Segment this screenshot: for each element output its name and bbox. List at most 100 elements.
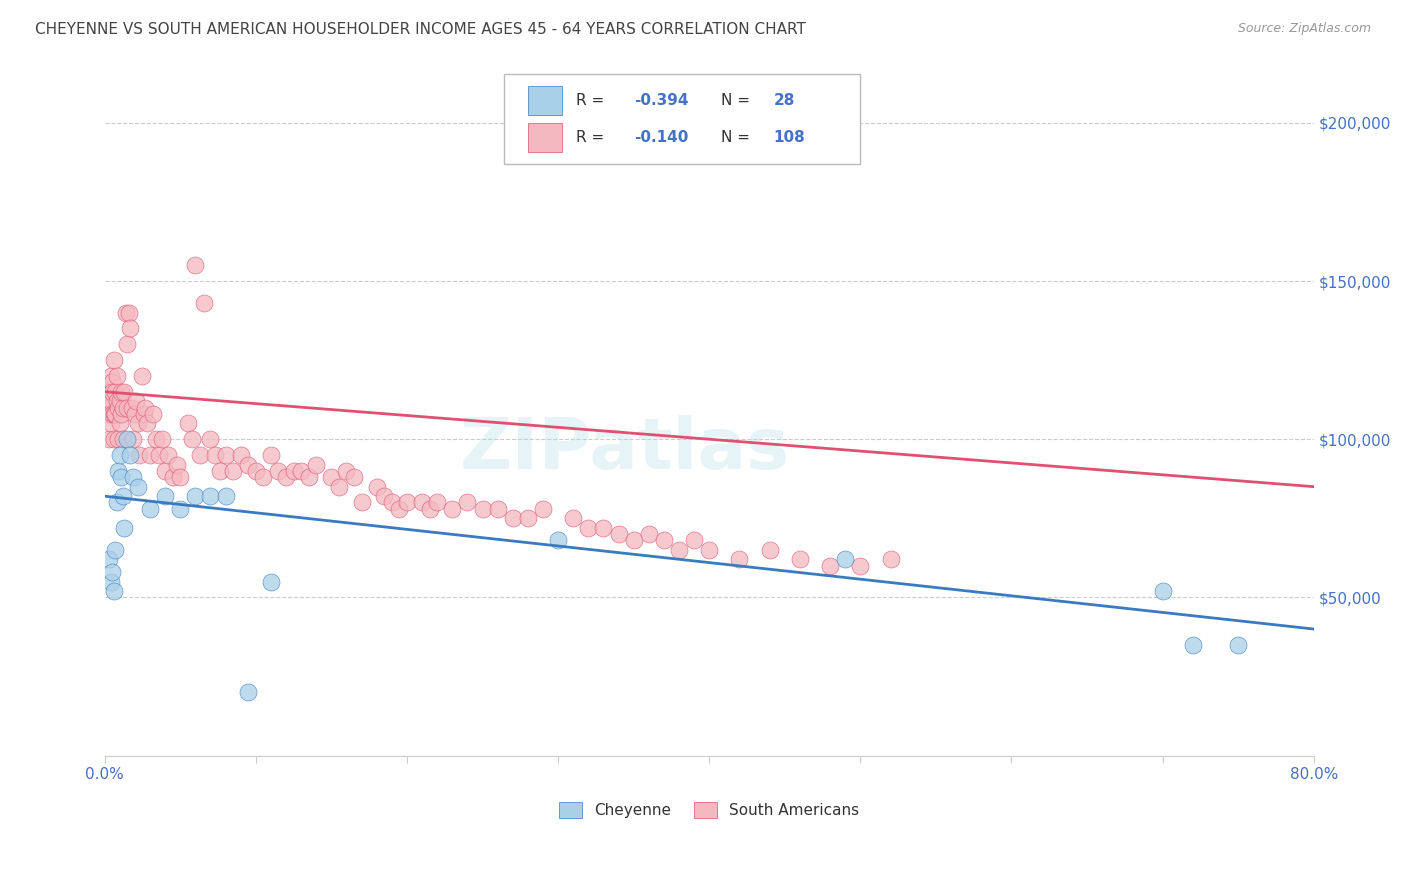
Point: [103, 353, 125, 368]
Point: [1152, 584, 1174, 599]
Point: [97, 407, 120, 421]
Text: 28: 28: [773, 93, 794, 108]
Point: [238, 458, 260, 472]
Point: [110, 407, 132, 421]
Point: [200, 432, 222, 446]
Point: [1181, 638, 1204, 652]
Point: [100, 394, 122, 409]
Point: [834, 552, 856, 566]
Point: [547, 533, 569, 548]
Text: 108: 108: [773, 129, 806, 145]
Point: [162, 470, 184, 484]
Point: [193, 296, 215, 310]
Point: [127, 480, 149, 494]
Point: [139, 448, 162, 462]
Point: [298, 470, 321, 484]
Point: [283, 464, 305, 478]
Text: R =: R =: [576, 129, 609, 145]
Point: [411, 495, 433, 509]
Legend: Cheyenne, South Americans: Cheyenne, South Americans: [553, 797, 866, 824]
Point: [111, 432, 134, 446]
Point: [153, 489, 176, 503]
Point: [107, 401, 129, 415]
Point: [1227, 638, 1250, 652]
Point: [96, 401, 118, 415]
Point: [98, 432, 121, 446]
Point: [683, 533, 706, 548]
Point: [200, 489, 222, 503]
Point: [652, 533, 675, 548]
Point: [184, 489, 207, 503]
Point: [104, 543, 127, 558]
Point: [107, 432, 129, 446]
Point: [441, 501, 464, 516]
Point: [131, 368, 153, 383]
Point: [343, 470, 366, 484]
Point: [121, 401, 143, 415]
Point: [181, 432, 204, 446]
Text: Source: ZipAtlas.com: Source: ZipAtlas.com: [1237, 22, 1371, 36]
Point: [350, 495, 373, 509]
Point: [112, 521, 135, 535]
Point: [456, 495, 478, 509]
Point: [260, 574, 283, 589]
Point: [153, 464, 176, 478]
Point: [516, 511, 538, 525]
Point: [592, 521, 614, 535]
Point: [104, 384, 127, 399]
Point: [101, 376, 124, 390]
Point: [623, 533, 645, 548]
Text: ZIPatlas: ZIPatlas: [460, 415, 790, 483]
Point: [110, 470, 132, 484]
Point: [177, 417, 200, 431]
Point: [107, 464, 129, 478]
Point: [818, 558, 841, 573]
Point: [101, 384, 124, 399]
Point: [100, 574, 122, 589]
Point: [108, 417, 131, 431]
Point: [114, 306, 136, 320]
Point: [395, 495, 418, 509]
Point: [321, 470, 343, 484]
Point: [108, 448, 131, 462]
Point: [166, 458, 188, 472]
Point: [139, 501, 162, 516]
Point: [120, 448, 142, 462]
Point: [105, 394, 128, 409]
Point: [697, 543, 720, 558]
Point: [104, 407, 127, 421]
Point: [214, 489, 236, 503]
FancyBboxPatch shape: [527, 86, 562, 115]
Point: [127, 417, 149, 431]
Point: [169, 501, 191, 516]
Point: [849, 558, 872, 573]
Point: [204, 448, 226, 462]
Text: R =: R =: [576, 93, 609, 108]
Point: [122, 432, 145, 446]
Point: [150, 432, 173, 446]
Text: -0.394: -0.394: [634, 93, 689, 108]
Point: [169, 470, 191, 484]
Point: [112, 384, 135, 399]
Point: [98, 384, 121, 399]
Point: [335, 464, 357, 478]
Point: [758, 543, 780, 558]
Point: [142, 407, 165, 421]
Text: CHEYENNE VS SOUTH AMERICAN HOUSEHOLDER INCOME AGES 45 - 64 YEARS CORRELATION CHA: CHEYENNE VS SOUTH AMERICAN HOUSEHOLDER I…: [35, 22, 806, 37]
Point: [184, 258, 207, 272]
Point: [502, 511, 524, 525]
Point: [471, 501, 494, 516]
Point: [381, 495, 404, 509]
Text: N =: N =: [721, 93, 755, 108]
Point: [100, 417, 122, 431]
Point: [118, 306, 141, 320]
Point: [245, 464, 267, 478]
Point: [117, 432, 139, 446]
Point: [105, 368, 128, 383]
Point: [214, 448, 236, 462]
Point: [222, 464, 245, 478]
Point: [789, 552, 811, 566]
Point: [125, 394, 148, 409]
Point: [229, 448, 252, 462]
Point: [101, 565, 124, 579]
